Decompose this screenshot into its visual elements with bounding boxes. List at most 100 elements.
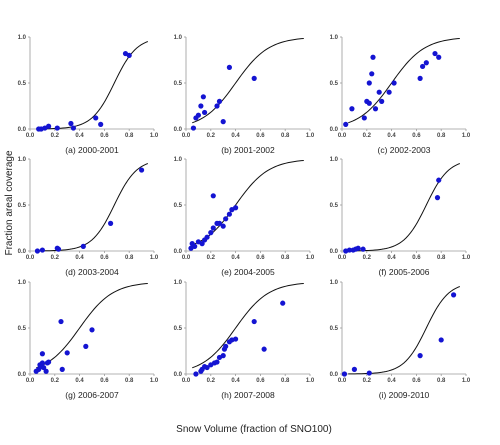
x-tick-label: 0.0: [26, 378, 35, 384]
y-tick-label: 0.0: [330, 127, 339, 133]
x-tick-label: 0.8: [437, 378, 446, 384]
data-point: [280, 300, 286, 306]
data-point: [216, 98, 223, 104]
data-point: [198, 103, 204, 109]
data-point: [220, 119, 226, 125]
panel-title: (i) 2009-2010: [379, 390, 430, 400]
data-point: [139, 167, 145, 173]
data-point: [251, 318, 257, 325]
y-tick-label: 0.0: [18, 249, 27, 255]
panel-title: (a) 2000-2001: [65, 145, 119, 155]
x-tick-label: 1.0: [150, 133, 159, 139]
y-tick-label: 0.5: [330, 326, 339, 332]
x-tick-label: 0.8: [125, 378, 134, 384]
data-point: [204, 364, 210, 371]
data-point: [59, 366, 65, 372]
data-point: [93, 115, 99, 121]
x-tick-label: 0.8: [125, 133, 134, 139]
data-point: [391, 80, 397, 86]
x-tick-label: 0.6: [256, 378, 265, 384]
y-tick-label: 0.0: [174, 127, 183, 133]
x-tick-label: 0.2: [363, 255, 372, 261]
data-point: [214, 359, 220, 365]
x-tick-label: 0.6: [100, 133, 109, 139]
data-point: [349, 106, 355, 112]
y-tick-label: 0.5: [18, 81, 27, 87]
y-tick-label: 0.0: [330, 249, 339, 255]
data-point: [220, 353, 226, 359]
data-point: [417, 75, 423, 81]
x-tick-label: 0.0: [338, 133, 347, 139]
data-point: [216, 220, 223, 226]
y-tick-label: 0.5: [330, 203, 339, 209]
fit-curve: [36, 282, 148, 369]
data-point: [89, 327, 95, 333]
data-point: [436, 177, 442, 183]
x-tick-label: 1.0: [462, 255, 471, 261]
x-tick-label: 0.6: [256, 255, 265, 261]
data-point: [200, 94, 206, 100]
x-tick-label: 0.4: [387, 378, 396, 384]
fit-curve: [348, 286, 460, 375]
data-point: [251, 75, 257, 81]
fit-curve: [348, 163, 460, 252]
data-point: [369, 71, 375, 77]
x-tick-label: 0.4: [75, 133, 84, 139]
x-tick-label: 0.4: [387, 133, 396, 139]
x-tick-label: 0.8: [437, 255, 446, 261]
y-tick-label: 0.5: [18, 326, 27, 332]
y-tick-label: 1.0: [330, 280, 339, 286]
data-point: [210, 193, 216, 199]
panel-title: (f) 2005-2006: [378, 267, 429, 277]
fit-curve: [36, 163, 148, 252]
y-tick-label: 0.0: [18, 372, 27, 378]
x-tick-label: 0.6: [100, 378, 109, 384]
data-point: [55, 246, 62, 252]
panel-title: (c) 2002-2003: [378, 145, 431, 155]
data-point: [434, 195, 441, 201]
data-point: [210, 225, 216, 231]
data-point: [233, 205, 239, 211]
data-point: [351, 366, 357, 372]
x-tick-label: 0.2: [207, 378, 216, 384]
data-point: [68, 120, 74, 127]
data-point: [223, 216, 229, 222]
panel-9: 0.0 0.2 0.4 0.6 0.8 1.0 0.0 0.5 1.0 (i) 2009-2010: [330, 280, 471, 400]
data-point: [438, 337, 444, 343]
panel-5: 0.0 0.2 0.4 0.6 0.8 1.0 0.0 0.5 1.0 (e) 2004-2005: [174, 157, 315, 277]
y-tick-label: 1.0: [18, 35, 27, 41]
x-tick-label: 0.0: [338, 255, 347, 261]
x-tick-label: 0.6: [412, 133, 421, 139]
x-tick-label: 0.0: [182, 133, 191, 139]
x-tick-label: 1.0: [306, 378, 315, 384]
panels-group: 0.0 0.2 0.4 0.6 0.8 1.0 0.0 0.5 1.0 (a) 2000-2001…: [18, 35, 471, 400]
x-tick-label: 0.2: [51, 378, 60, 384]
x-tick-label: 0.8: [281, 133, 290, 139]
x-tick-label: 0.8: [125, 255, 134, 261]
x-tick-label: 1.0: [150, 378, 159, 384]
y-tick-label: 0.5: [174, 326, 183, 332]
data-point: [223, 343, 229, 349]
data-point: [39, 360, 46, 366]
x-tick-label: 0.6: [412, 255, 421, 261]
x-tick-label: 0.0: [338, 378, 347, 384]
x-tick-label: 0.4: [231, 378, 240, 384]
panel-title: (e) 2004-2005: [221, 267, 275, 277]
x-tick-label: 0.2: [51, 255, 60, 261]
data-point: [190, 125, 197, 131]
y-tick-label: 1.0: [18, 280, 27, 286]
data-point: [98, 121, 104, 127]
data-point: [355, 245, 361, 251]
x-tick-label: 0.0: [182, 378, 191, 384]
x-axis-title: Snow Volume (fraction of SNO100): [176, 424, 332, 435]
x-tick-label: 0.6: [412, 378, 421, 384]
data-point: [233, 336, 239, 342]
x-tick-label: 0.4: [75, 378, 84, 384]
data-point: [386, 89, 392, 95]
x-tick-label: 0.0: [26, 133, 35, 139]
panel-2: 0.0 0.2 0.4 0.6 0.8 1.0 0.0 0.5 1.0 (b) 2001-2002: [174, 35, 315, 155]
data-point: [360, 246, 366, 252]
data-point: [108, 220, 114, 226]
y-axis-title: Fraction areal coverage: [4, 150, 15, 255]
